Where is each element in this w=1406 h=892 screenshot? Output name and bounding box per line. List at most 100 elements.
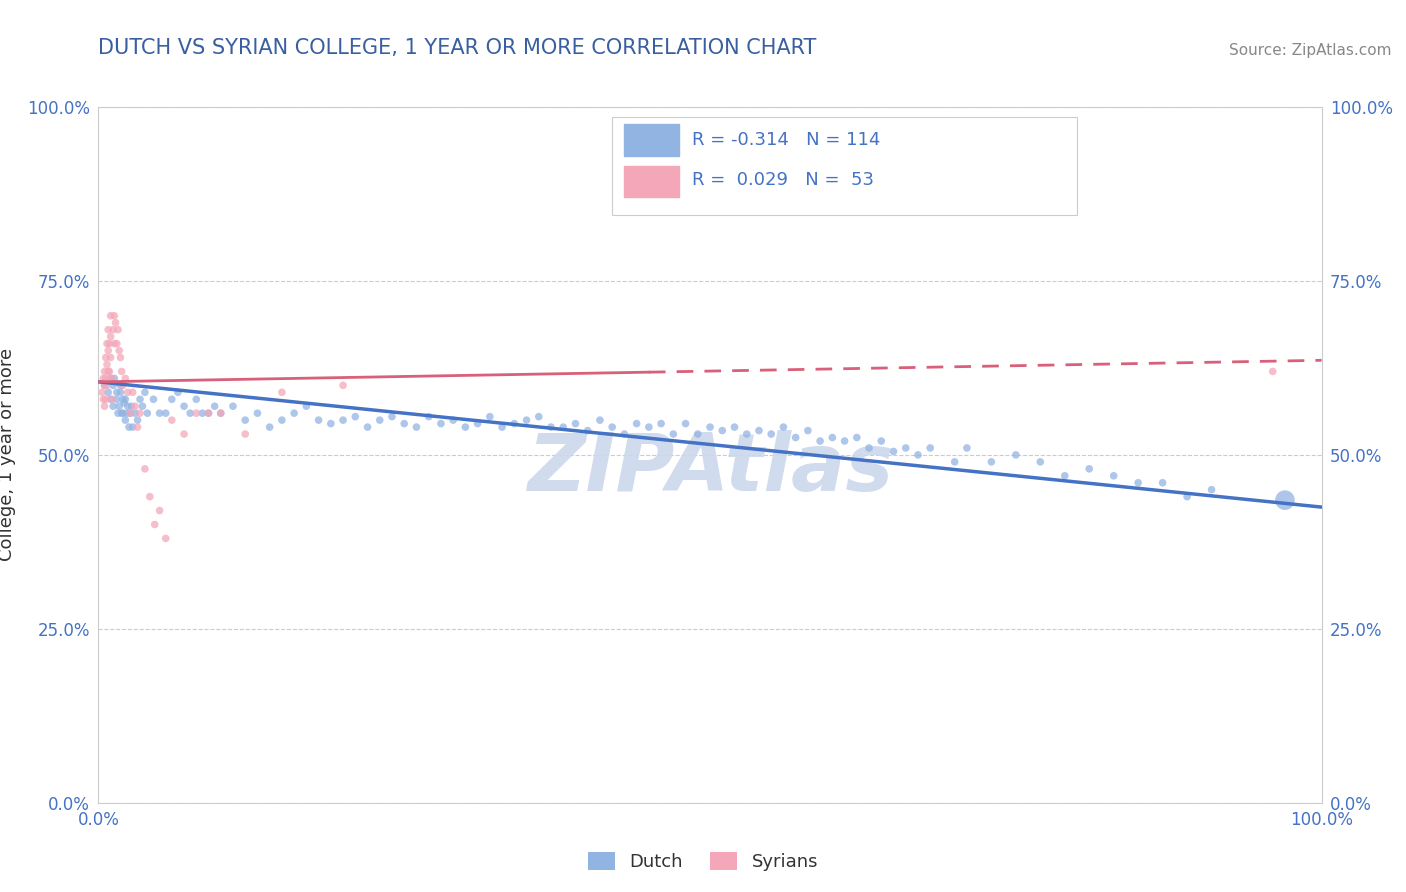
Point xyxy=(381,409,404,424)
Point xyxy=(222,399,245,413)
Point xyxy=(179,406,201,420)
Point xyxy=(1053,468,1076,483)
Y-axis label: College, 1 year or more: College, 1 year or more xyxy=(0,349,15,561)
Point xyxy=(600,420,623,434)
Point xyxy=(883,444,905,458)
Point xyxy=(564,417,586,431)
Bar xyxy=(624,124,679,156)
Point xyxy=(1201,483,1223,497)
Point xyxy=(139,490,162,504)
Point xyxy=(160,413,183,427)
Point xyxy=(100,392,122,407)
Point xyxy=(101,323,124,337)
Point xyxy=(186,392,208,407)
Point xyxy=(515,413,537,427)
Point xyxy=(103,309,125,323)
Point xyxy=(93,364,115,378)
Point xyxy=(650,417,672,431)
Point xyxy=(93,378,115,392)
Point xyxy=(1004,448,1026,462)
Point xyxy=(149,406,172,420)
Point xyxy=(920,441,942,455)
Point xyxy=(870,434,893,448)
Point xyxy=(259,420,281,434)
Text: R = -0.314   N = 114: R = -0.314 N = 114 xyxy=(692,131,880,149)
Point xyxy=(96,358,118,372)
Point xyxy=(103,371,125,385)
Point xyxy=(124,406,146,420)
Point xyxy=(94,371,117,385)
Point xyxy=(131,399,153,413)
Point xyxy=(1274,493,1296,508)
Point xyxy=(115,406,138,420)
FancyBboxPatch shape xyxy=(612,118,1077,215)
Point xyxy=(246,406,269,420)
Point xyxy=(478,409,501,424)
Point xyxy=(553,420,575,434)
Point xyxy=(96,378,118,392)
Point xyxy=(1102,468,1125,483)
Point xyxy=(711,424,734,438)
Point xyxy=(134,385,156,400)
Point xyxy=(638,420,661,434)
Point xyxy=(149,503,172,517)
Point xyxy=(233,427,256,442)
Point xyxy=(100,329,122,343)
Point xyxy=(907,448,929,462)
Point xyxy=(103,336,125,351)
Point xyxy=(127,413,149,427)
Point xyxy=(111,406,134,420)
Point xyxy=(270,385,294,400)
Point xyxy=(197,406,219,420)
Point xyxy=(845,431,868,445)
Point xyxy=(134,462,156,476)
Point xyxy=(197,406,219,420)
Point xyxy=(97,343,120,358)
Point xyxy=(772,420,794,434)
Point xyxy=(101,371,124,385)
Point xyxy=(295,399,318,413)
Point xyxy=(1029,455,1052,469)
Point xyxy=(527,409,550,424)
Point xyxy=(114,413,136,427)
Point xyxy=(118,420,141,434)
Point xyxy=(943,455,966,469)
Point xyxy=(94,392,117,407)
Point xyxy=(319,417,342,431)
Point xyxy=(114,371,136,385)
Point xyxy=(1175,490,1198,504)
Point xyxy=(100,309,122,323)
Point xyxy=(96,336,118,351)
Point xyxy=(1261,364,1284,378)
Point xyxy=(613,427,636,442)
Point xyxy=(576,424,599,438)
Point xyxy=(93,378,115,392)
Point xyxy=(110,378,132,392)
Point xyxy=(107,323,129,337)
Point xyxy=(270,413,294,427)
Point xyxy=(283,406,305,420)
Point xyxy=(127,420,149,434)
Point xyxy=(98,364,121,378)
Point xyxy=(332,413,354,427)
Point xyxy=(356,420,378,434)
Point xyxy=(111,392,134,407)
Point xyxy=(785,431,807,445)
Text: DUTCH VS SYRIAN COLLEGE, 1 YEAR OR MORE CORRELATION CHART: DUTCH VS SYRIAN COLLEGE, 1 YEAR OR MORE … xyxy=(98,38,817,58)
Point xyxy=(332,378,354,392)
Point xyxy=(120,406,142,420)
Point xyxy=(110,351,132,365)
Text: R =  0.029   N =  53: R = 0.029 N = 53 xyxy=(692,171,873,189)
Point xyxy=(662,427,685,442)
Point xyxy=(129,392,152,407)
Point xyxy=(686,427,709,442)
Point xyxy=(503,417,526,431)
Point xyxy=(1128,475,1150,490)
Point xyxy=(112,396,135,410)
Point xyxy=(98,336,121,351)
Point xyxy=(117,385,139,400)
Point xyxy=(204,399,226,413)
Point xyxy=(418,409,440,424)
Point xyxy=(114,392,136,407)
Point xyxy=(1152,475,1174,490)
